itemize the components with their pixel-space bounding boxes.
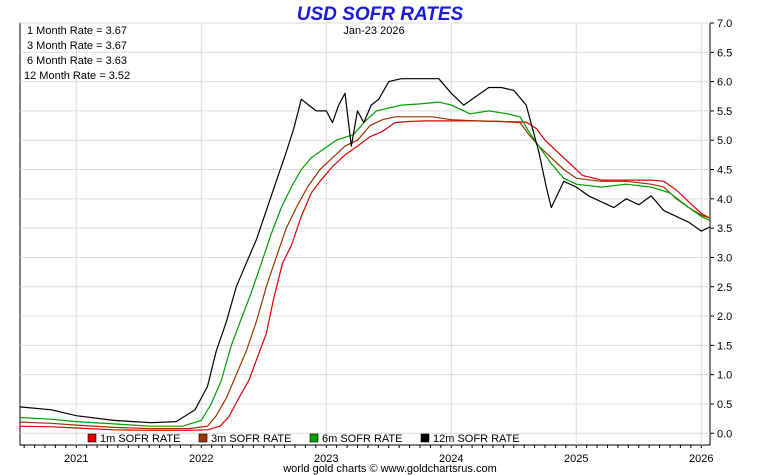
series-line-1 bbox=[19, 116, 711, 430]
y-tick-label: 3.0 bbox=[717, 252, 732, 264]
y-tick-label: 2.5 bbox=[717, 282, 732, 294]
y-tick-label: 0.0 bbox=[717, 428, 732, 440]
y-tick-label: 4.5 bbox=[717, 165, 732, 177]
legend-swatch-6m bbox=[309, 433, 319, 443]
y-tick-label: 1.0 bbox=[717, 370, 732, 382]
series-line-3 bbox=[19, 78, 711, 424]
date-label: Jan-23 2026 bbox=[343, 25, 404, 37]
chart-title: USD SOFR RATES bbox=[297, 4, 464, 25]
legend-swatch-12m bbox=[420, 433, 430, 443]
rate-summary-1m: 1 Month Rate = 3.67 bbox=[27, 25, 127, 37]
footer-credit: world gold charts © www.goldchartsrus.co… bbox=[282, 463, 497, 475]
legend: 1m SOFR RATE 3m SOFR RATE 6m SOFR RATE 1… bbox=[87, 433, 520, 445]
y-tick-label: 0.5 bbox=[717, 399, 732, 411]
x-tick-label: 2026 bbox=[689, 453, 713, 465]
legend-label-3m: 3m SOFR RATE bbox=[211, 433, 291, 445]
y-tick-label: 3.5 bbox=[717, 223, 732, 235]
x-tick-label: 2023 bbox=[314, 453, 338, 465]
y-tick-label: 5.0 bbox=[717, 135, 732, 147]
y-tick-label: 2.0 bbox=[717, 311, 732, 323]
plot-frame bbox=[19, 22, 711, 446]
series-line-2 bbox=[19, 101, 711, 427]
y-tick-label: 1.5 bbox=[717, 340, 732, 352]
y-tick-label: 6.5 bbox=[717, 47, 732, 59]
rate-summary-12m: 12 Month Rate = 3.52 bbox=[24, 70, 130, 82]
legend-label-6m: 6m SOFR RATE bbox=[322, 433, 402, 445]
legend-label-1m: 1m SOFR RATE bbox=[100, 433, 180, 445]
y-tick-label: 5.5 bbox=[717, 106, 732, 118]
legend-swatch-1m bbox=[87, 433, 97, 443]
x-tick-label: 2021 bbox=[64, 453, 88, 465]
y-tick-label: 7.0 bbox=[717, 18, 732, 30]
x-tick-label: 2022 bbox=[189, 453, 213, 465]
x-tick-label: 2024 bbox=[439, 453, 463, 465]
rate-summary-6m: 6 Month Rate = 3.63 bbox=[27, 55, 127, 67]
x-tick-label: 2025 bbox=[564, 453, 588, 465]
legend-label-12m: 12m SOFR RATE bbox=[433, 433, 520, 445]
series-line-0 bbox=[19, 120, 711, 431]
legend-swatch-3m bbox=[198, 433, 208, 443]
y-tick-label: 4.0 bbox=[717, 194, 732, 206]
series-lines bbox=[19, 78, 711, 431]
axis-ticks: 0.0 0.5 1.0 1.5 2.0 2.5 3.0 3.5 4.0 4.5 5.0 5.5 6.0 6… bbox=[23, 18, 732, 465]
rate-summary-3m: 3 Month Rate = 3.67 bbox=[27, 40, 127, 52]
y-tick-label: 6.0 bbox=[717, 77, 732, 89]
gridlines bbox=[20, 22, 710, 445]
